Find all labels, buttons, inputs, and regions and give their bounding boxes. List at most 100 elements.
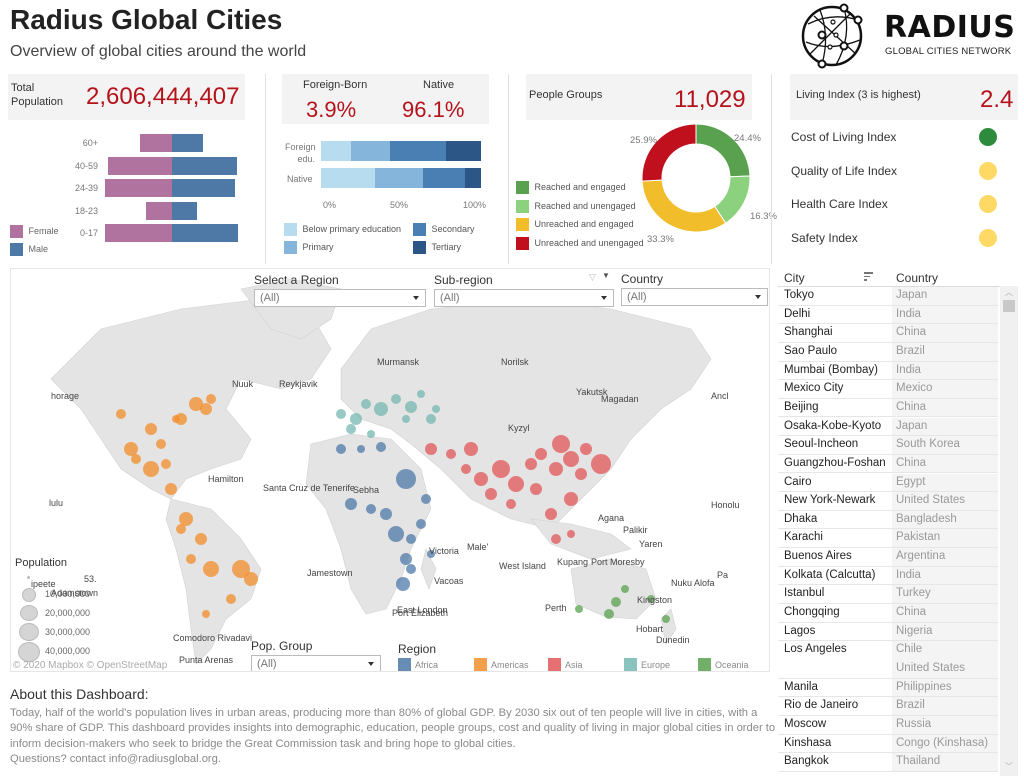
female-bar[interactable]	[108, 156, 172, 175]
city-marker[interactable]	[474, 472, 488, 486]
country-cell[interactable]: Turkey	[896, 587, 931, 600]
country-cell[interactable]: Philippines	[896, 680, 952, 693]
country-cell[interactable]: Thailand	[896, 755, 941, 768]
female-bar[interactable]	[105, 224, 172, 242]
city-marker[interactable]	[432, 405, 440, 413]
city-marker[interactable]	[336, 409, 346, 419]
city-cell[interactable]: Delhi	[784, 307, 811, 320]
city-cell[interactable]: Cairo	[784, 475, 812, 488]
city-cell[interactable]: Lagos	[784, 624, 816, 637]
male-bar[interactable]	[172, 179, 235, 197]
country-cell[interactable]: Brazil	[896, 699, 925, 712]
male-bar[interactable]	[172, 134, 203, 152]
filter-icon[interactable]: ▽	[589, 272, 596, 282]
city-cell[interactable]: Manila	[784, 680, 818, 693]
city-cell[interactable]: Los Angeles	[784, 643, 847, 656]
donut-slice[interactable]	[641, 123, 697, 182]
city-cell[interactable]: Osaka-Kobe-Kyoto	[784, 419, 882, 432]
table-row[interactable]: Manila Philippines	[778, 678, 998, 698]
city-marker[interactable]	[406, 534, 416, 544]
city-marker[interactable]	[464, 442, 478, 456]
city-marker[interactable]	[591, 454, 611, 474]
city-marker[interactable]	[580, 443, 592, 455]
city-cell[interactable]: Kinshasa	[784, 736, 832, 749]
city-cell[interactable]: Rio de Janeiro	[784, 699, 859, 712]
region-legend-swatch[interactable]	[698, 658, 711, 671]
country-cell[interactable]: South Korea	[896, 438, 960, 451]
city-marker[interactable]	[361, 399, 371, 409]
country-cell[interactable]: Brazil	[896, 344, 925, 357]
city-marker[interactable]	[391, 394, 401, 404]
table-row[interactable]: Tokyo Japan	[778, 287, 998, 306]
city-marker[interactable]	[621, 585, 629, 593]
city-marker[interactable]	[350, 413, 362, 425]
city-cell[interactable]: Sao Paulo	[784, 344, 838, 357]
city-cell[interactable]: Seoul-Incheon	[784, 438, 859, 451]
country-cell[interactable]: Congo (Kinshasa)	[896, 736, 989, 749]
city-cell[interactable]: Shanghai	[784, 326, 833, 339]
country-cell[interactable]: Egypt	[896, 475, 926, 488]
city-marker[interactable]	[131, 454, 141, 464]
donut-slice[interactable]	[695, 123, 751, 178]
table-row[interactable]: Buenos Aires Argentina	[778, 548, 998, 567]
city-cell[interactable]: Tokyo	[784, 289, 815, 301]
country-cell[interactable]: Japan	[896, 419, 928, 432]
education-segment[interactable]	[351, 141, 390, 161]
table-row[interactable]: Bangkok Thailand	[778, 753, 998, 772]
city-cell[interactable]: Beijing	[784, 400, 819, 413]
city-marker[interactable]	[202, 610, 210, 618]
city-marker[interactable]	[366, 504, 376, 514]
table-row[interactable]: Dhaka Bangladesh	[778, 510, 998, 530]
column-header-country[interactable]: Country	[896, 271, 939, 285]
city-marker[interactable]	[647, 595, 655, 603]
donut-slice[interactable]	[641, 179, 727, 233]
table-scrollbar[interactable]: ︿ ﹀	[1000, 286, 1018, 776]
city-marker[interactable]	[195, 533, 207, 545]
education-segment[interactable]	[321, 168, 376, 188]
city-marker[interactable]	[367, 430, 375, 438]
region-legend-label[interactable]: Oceania	[715, 660, 749, 670]
table-row[interactable]: Kolkata (Calcutta) India	[778, 566, 998, 586]
table-row[interactable]: Moscow Russia	[778, 715, 998, 735]
map-attribution[interactable]: © 2020 Mapbox © OpenStreetMap	[13, 660, 168, 671]
city-marker[interactable]	[525, 458, 537, 470]
city-marker[interactable]	[388, 526, 404, 542]
city-marker[interactable]	[417, 390, 425, 398]
map-canvas[interactable]	[11, 269, 770, 672]
city-marker[interactable]	[336, 444, 346, 454]
city-cell[interactable]: Moscow	[784, 717, 827, 730]
female-bar[interactable]	[140, 134, 172, 152]
city-cell[interactable]: Buenos Aires	[784, 550, 852, 563]
education-segment[interactable]	[465, 168, 481, 188]
city-marker[interactable]	[396, 577, 410, 591]
city-marker[interactable]	[203, 561, 219, 577]
country-cell[interactable]: China	[896, 326, 927, 339]
scroll-down-icon[interactable]: ﹀	[1005, 762, 1013, 771]
city-marker[interactable]	[116, 409, 126, 419]
city-cell[interactable]: Mumbai (Bombay)	[784, 363, 878, 376]
country-cell[interactable]: India	[896, 568, 921, 581]
city-marker[interactable]	[376, 442, 386, 452]
city-cell[interactable]: Guangzhou-Foshan	[784, 456, 886, 469]
female-bar[interactable]	[105, 179, 172, 197]
table-row[interactable]: Karachi Pakistan	[778, 529, 998, 549]
table-row[interactable]: Chongqing China	[778, 604, 998, 623]
region-legend-label[interactable]: Africa	[415, 660, 439, 670]
city-cell[interactable]: Karachi	[784, 531, 823, 544]
city-marker[interactable]	[145, 423, 157, 435]
city-marker[interactable]	[346, 424, 356, 434]
city-marker[interactable]	[244, 572, 258, 586]
region-legend-label[interactable]: Asia	[565, 660, 583, 670]
city-cell[interactable]: Istanbul	[784, 587, 825, 600]
table-row[interactable]: Sao Paulo Brazil	[778, 342, 998, 362]
table-row[interactable]: Lagos Nigeria	[778, 622, 998, 642]
city-marker[interactable]	[406, 564, 416, 574]
country-cell[interactable]: Nigeria	[896, 624, 933, 637]
city-marker[interactable]	[374, 402, 388, 416]
region-legend-label[interactable]: Americas	[491, 660, 529, 670]
scroll-up-icon[interactable]: ︿	[1005, 288, 1013, 297]
city-marker[interactable]	[156, 439, 166, 449]
city-marker[interactable]	[508, 476, 524, 492]
region-filter-dropdown[interactable]: (All)	[254, 289, 426, 307]
region-legend-swatch[interactable]	[474, 658, 487, 671]
